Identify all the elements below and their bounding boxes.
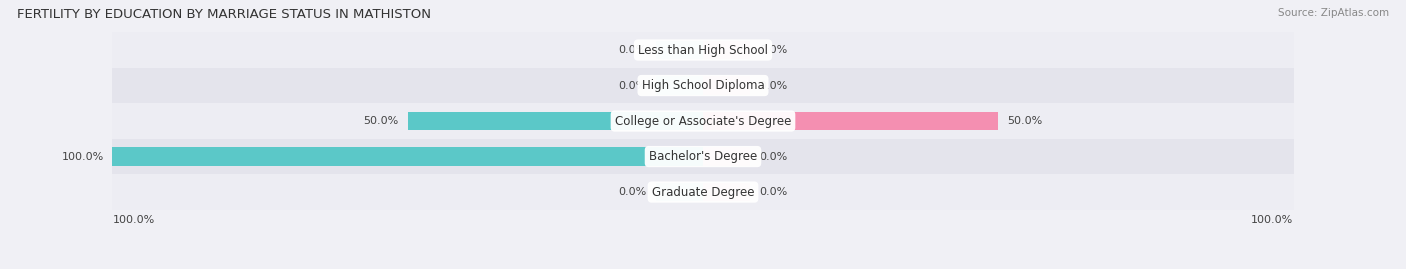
Bar [112,147,703,166]
Text: 50.0%: 50.0% [1007,116,1042,126]
Bar [112,174,1294,210]
Text: 100.0%: 100.0% [1251,215,1294,225]
Bar [112,68,1294,103]
Text: 0.0%: 0.0% [759,45,787,55]
Text: 0.0%: 0.0% [619,45,647,55]
Bar [703,147,751,166]
Bar [655,41,703,59]
Text: 0.0%: 0.0% [619,187,647,197]
Bar [408,112,703,130]
Text: 100.0%: 100.0% [112,215,155,225]
Bar [112,139,1294,174]
Text: 100.0%: 100.0% [62,151,104,162]
Text: Bachelor's Degree: Bachelor's Degree [650,150,756,163]
Bar [112,32,1294,68]
Text: Graduate Degree: Graduate Degree [652,186,754,199]
Bar [655,76,703,95]
Bar [112,103,1294,139]
Bar [703,76,751,95]
Bar [703,183,751,201]
Bar [655,183,703,201]
Text: 0.0%: 0.0% [619,80,647,91]
Text: 0.0%: 0.0% [759,187,787,197]
Text: 50.0%: 50.0% [364,116,399,126]
Text: FERTILITY BY EDUCATION BY MARRIAGE STATUS IN MATHISTON: FERTILITY BY EDUCATION BY MARRIAGE STATU… [17,8,430,21]
Text: 0.0%: 0.0% [759,151,787,162]
Text: Less than High School: Less than High School [638,44,768,56]
Text: High School Diploma: High School Diploma [641,79,765,92]
Text: 0.0%: 0.0% [759,80,787,91]
Bar [703,41,751,59]
Bar [703,112,998,130]
Text: College or Associate's Degree: College or Associate's Degree [614,115,792,128]
Text: Source: ZipAtlas.com: Source: ZipAtlas.com [1278,8,1389,18]
